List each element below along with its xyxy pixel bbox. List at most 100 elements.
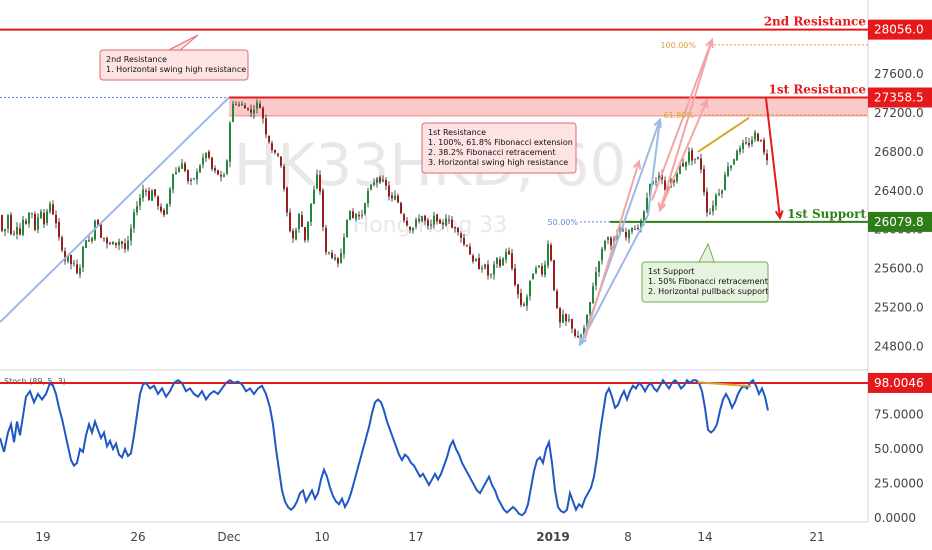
note-second-resistance-line: 2nd Resistance (106, 55, 167, 64)
candle-down (58, 222, 60, 238)
candle-up (544, 264, 546, 276)
candle-down (319, 175, 321, 192)
candle-up (586, 314, 588, 328)
candle-down (325, 227, 327, 252)
note-second-resistance-pointer (164, 34, 199, 53)
candle-up (253, 109, 255, 114)
note-second-resistance-line: 1. Horizontal swing high resistance (106, 65, 246, 74)
candle-down (238, 104, 240, 106)
price-tick-label: 25600.0 (874, 262, 924, 276)
note-first-resistance-box (421, 122, 577, 174)
candle-up (118, 241, 120, 246)
candle-up (205, 152, 207, 159)
fib-swing-leg (647, 119, 661, 216)
candle-up (739, 148, 741, 152)
candle-down (121, 241, 123, 244)
time-tick-label: 10 (314, 530, 329, 544)
candle-up (562, 314, 564, 323)
candle-up (127, 240, 129, 250)
candle-down (385, 179, 387, 186)
candle-down (571, 319, 573, 329)
candle-down (577, 335, 579, 338)
second-resistance-price-tag: 28056.0 (874, 23, 924, 37)
candle-up (376, 178, 378, 183)
candle-down (211, 157, 213, 169)
stochastic-tick-label: 50.0000 (874, 442, 924, 456)
candle-up (370, 185, 372, 190)
candle-down (418, 219, 420, 221)
candle-down (109, 242, 111, 244)
fib-50-label: 50.00% (547, 218, 578, 227)
candle-up (13, 233, 15, 235)
candle-down (436, 214, 438, 222)
candle-down (247, 108, 249, 110)
candle-down (472, 255, 474, 262)
trendline-rise (0, 96, 230, 323)
candle-up (490, 273, 492, 275)
candle-down (19, 228, 21, 235)
candle-up (727, 166, 729, 176)
candle-down (283, 166, 285, 189)
stochastic-level-tag: 98.0046 (874, 376, 924, 390)
candle-down (691, 150, 693, 161)
price-tick-label: 26400.0 (874, 184, 924, 198)
candle-up (505, 251, 507, 260)
candle-down (289, 212, 291, 232)
first-resistance-price-tag-bg (868, 87, 932, 108)
candle-up (496, 257, 498, 264)
candle-down (574, 329, 576, 336)
time-tick-label: 2019 (536, 530, 569, 544)
first-support-price-tag: 26079.8 (874, 215, 924, 229)
candle-up (31, 213, 33, 215)
candle-up (640, 222, 642, 228)
candle-down (70, 254, 72, 265)
projection-arrow-2 (651, 39, 713, 201)
candle-down (187, 170, 189, 182)
candle-up (502, 258, 504, 266)
candle-up (475, 259, 477, 262)
candle-down (337, 258, 339, 264)
forecast-arrow-down (765, 98, 781, 219)
candle-up (493, 264, 495, 275)
candle-down (706, 191, 708, 213)
first-resistance-price-tag: 27358.5 (874, 90, 924, 104)
candle-up (37, 217, 39, 230)
candle-down (424, 215, 426, 221)
candle-up (79, 268, 81, 275)
resistance-zone (229, 97, 868, 116)
stochastic-tick-label: 25.0000 (874, 477, 924, 491)
candle-up (430, 224, 432, 226)
candle-up (709, 212, 711, 214)
time-tick-label: Dec (217, 530, 240, 544)
note-first-support-line: 1. 50% Fibonacci retracement (648, 277, 768, 286)
second-resistance-label: 2nd Resistance (764, 15, 867, 29)
candle-down (379, 177, 381, 183)
candle-up (526, 296, 528, 306)
candle-up (22, 219, 24, 235)
candle-down (154, 189, 156, 196)
candle-down (43, 212, 45, 225)
candle-up (607, 237, 609, 240)
candle-down (190, 179, 192, 181)
candle-down (520, 293, 522, 305)
candle-up (130, 228, 132, 241)
candle-up (685, 161, 687, 167)
candle-up (694, 158, 696, 160)
candle-up (91, 238, 93, 242)
candle-down (553, 260, 555, 291)
candle-up (298, 213, 300, 229)
candle-down (610, 237, 612, 246)
candle-up (133, 212, 135, 229)
candle-down (409, 226, 411, 231)
candle-down (757, 133, 759, 142)
candle-down (703, 169, 705, 193)
candle-up (730, 165, 732, 169)
candle-up (367, 190, 369, 204)
candle-up (679, 164, 681, 174)
candle-up (535, 268, 537, 273)
price-tick-label: 24800.0 (874, 339, 924, 353)
candle-down (148, 190, 150, 200)
stochastic-line (0, 378, 769, 517)
